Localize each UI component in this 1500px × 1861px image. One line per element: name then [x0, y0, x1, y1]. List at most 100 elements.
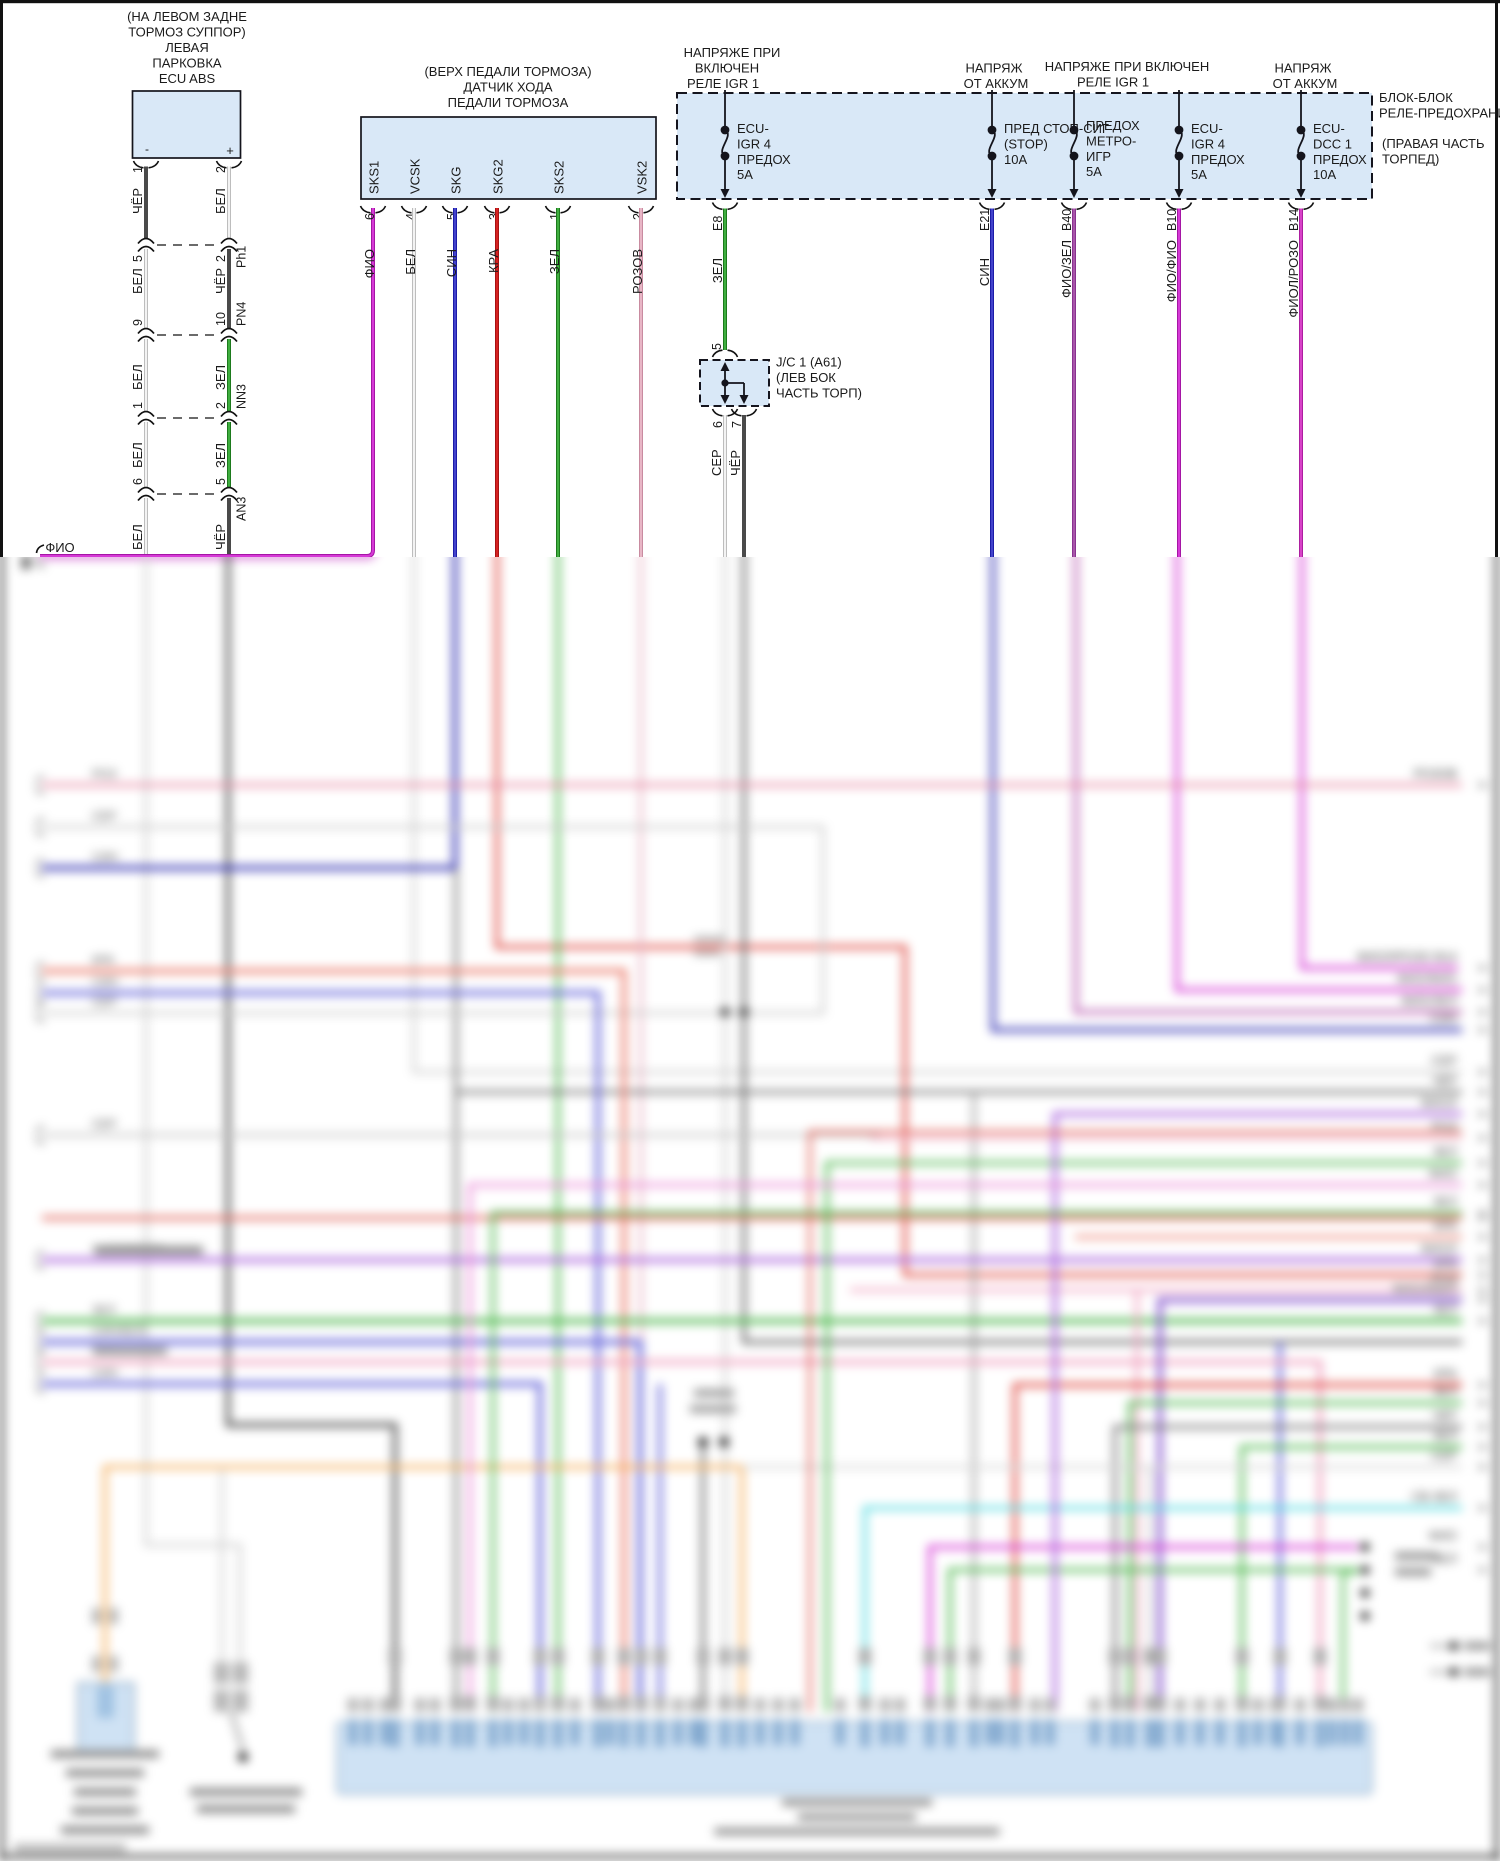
svg-text:ФИОЛ/РОЗО В14: ФИОЛ/РОЗО В14 [1357, 950, 1457, 964]
svg-text:БЕЛ: БЕЛ [130, 268, 145, 294]
svg-text:ЗЕЛ: ЗЕЛ [213, 365, 228, 390]
svg-text:2: 2 [631, 213, 645, 220]
svg-text:SKS2: SKS2 [552, 161, 567, 194]
svg-text:6: 6 [131, 478, 145, 485]
svg-text:ЗЕЛ: ЗЕЛ [1433, 1429, 1457, 1443]
svg-text:(ЛЕВ БОК: (ЛЕВ БОК [776, 370, 836, 385]
svg-text:ЗЕЛ: ЗЕЛ [710, 258, 725, 283]
svg-text:ECU-: ECU- [737, 121, 769, 136]
svg-text:СЕР: СЕР [709, 449, 724, 476]
svg-text:БЕЛ: БЕЛ [130, 442, 145, 468]
svg-text:ОТ АККУМ: ОТ АККУМ [964, 76, 1029, 91]
svg-text:НАПРЯЖ: НАПРЯЖ [1274, 61, 1331, 76]
svg-text:РЕЛЕ-ПРЕДОХРАНИ: РЕЛЕ-ПРЕДОХРАНИ [1379, 106, 1500, 121]
svg-text:ТОРМОЗ СУППОР): ТОРМОЗ СУППОР) [128, 25, 245, 40]
svg-text:B40: B40 [1060, 209, 1074, 231]
svg-text:VCSK: VCSK [408, 158, 423, 194]
svg-text:ЧАСТЬ ТОРП): ЧАСТЬ ТОРП) [776, 386, 862, 401]
svg-text:5: 5 [710, 343, 724, 350]
svg-text:МЕТРО-: МЕТРО- [1086, 133, 1136, 148]
svg-text:РОЗОВ: РОЗОВ [630, 249, 645, 294]
svg-text:5А: 5А [1191, 167, 1207, 182]
svg-text:1: 1 [131, 402, 145, 409]
svg-text:ЗЕЛ: ЗЕЛ [1433, 1145, 1457, 1159]
svg-text:ФИО: ФИО [362, 249, 377, 278]
svg-text:5: 5 [445, 213, 459, 220]
svg-text:B10: B10 [1165, 209, 1179, 231]
svg-text:ЧЁР: ЧЁР [1432, 1074, 1457, 1088]
svg-text:ПАРКОВКА: ПАРКОВКА [152, 56, 221, 71]
svg-text:СИН: СИН [977, 258, 992, 286]
svg-text:СЕР: СЕР [92, 995, 117, 1009]
svg-text:ПРЕДОХ: ПРЕДОХ [1313, 152, 1367, 167]
svg-text:ОТ АККУМ: ОТ АККУМ [1273, 76, 1338, 91]
svg-text:ЧЁР: ЧЁР [213, 524, 228, 550]
svg-text:2: 2 [214, 255, 228, 262]
svg-text:ФИОЛ: ФИОЛ [1421, 1242, 1457, 1256]
svg-text:J/C 1 (А61): J/C 1 (А61) [776, 355, 842, 370]
svg-text:БЕЛ: БЕЛ [130, 364, 145, 390]
svg-text:НАПРЯЖЕ ПРИ: НАПРЯЖЕ ПРИ [684, 45, 781, 60]
svg-text:РОЗ: РОЗ [1432, 1120, 1457, 1134]
svg-text:(STOP): (STOP) [1004, 136, 1048, 151]
svg-text:6: 6 [711, 421, 725, 428]
svg-text:ФИОЛ: ФИОЛ [1421, 1096, 1457, 1110]
svg-text:5: 5 [131, 255, 145, 262]
svg-text:СИН/БЕЛ: СИН/БЕЛ [92, 1324, 145, 1338]
svg-text:СВ-ЗЕЛ: СВ-ЗЕЛ [1411, 1490, 1457, 1504]
svg-text:IGR 4: IGR 4 [1191, 136, 1225, 151]
svg-text:3: 3 [487, 213, 501, 220]
svg-text:БЕЛ: БЕЛ [213, 188, 228, 214]
svg-text:ЧЁР: ЧЁР [130, 188, 145, 214]
svg-text:IGR 4: IGR 4 [737, 136, 771, 151]
svg-text:(НА ЛЕВОМ ЗАДНЕ: (НА ЛЕВОМ ЗАДНЕ [127, 9, 247, 24]
svg-text:КРА: КРА [1434, 1367, 1458, 1381]
svg-text:ПРЕДОХ: ПРЕДОХ [1086, 118, 1140, 133]
svg-text:РЕЛЕ IGR 1: РЕЛЕ IGR 1 [1077, 75, 1149, 90]
svg-text:5: 5 [214, 478, 228, 485]
svg-text:ЗЕЛ: ЗЕЛ [1433, 1552, 1457, 1566]
svg-text:E21: E21 [978, 209, 992, 231]
svg-text:ЗЕЛ: ЗЕЛ [213, 443, 228, 468]
svg-text:ИГР: ИГР [1086, 149, 1111, 164]
svg-text:ТОРПЕД): ТОРПЕД) [1382, 152, 1439, 167]
svg-text:ФИОЛ/БЕЛ: ФИОЛ/БЕЛ [1393, 1282, 1458, 1296]
svg-text:ФИО/ФИО: ФИО/ФИО [1164, 240, 1179, 302]
svg-text:AN3: AN3 [235, 497, 249, 521]
svg-text:ECU-: ECU- [1191, 121, 1223, 136]
svg-text:10А: 10А [1004, 152, 1027, 167]
svg-text:БЛОК-БЛОК: БЛОК-БЛОК [1379, 90, 1453, 105]
svg-text:5А: 5А [1086, 164, 1102, 179]
svg-text:БЕЛ: БЕЛ [403, 249, 418, 275]
svg-text:ФИО: ФИО [1429, 1167, 1457, 1181]
svg-text:ДАТЧИК ХОДА: ДАТЧИК ХОДА [463, 80, 552, 95]
svg-text:ЧЁР: ЧЁР [728, 450, 743, 476]
svg-text:ЧЁР: ЧЁР [1432, 1409, 1457, 1423]
svg-text:ECU-: ECU- [1313, 121, 1345, 136]
svg-text:ФИО: ФИО [45, 540, 74, 555]
svg-text:(ВЕРХ ПЕДАЛИ ТОРМОЗА): (ВЕРХ ПЕДАЛИ ТОРМОЗА) [424, 64, 591, 79]
svg-text:ЗЕЛ: ЗЕЛ [92, 1303, 115, 1317]
svg-text:ВКЛЮЧЕН: ВКЛЮЧЕН [695, 61, 759, 76]
svg-text:10А: 10А [1313, 167, 1336, 182]
svg-text:ЗЕЛ: ЗЕЛ [547, 249, 562, 274]
svg-text:SKG: SKG [449, 167, 464, 194]
svg-text:SKG2: SKG2 [491, 159, 506, 194]
svg-text:1: 1 [548, 213, 562, 220]
svg-text:СЕР: СЕР [1431, 1449, 1457, 1463]
svg-text:ПРЕДОХ: ПРЕДОХ [737, 152, 791, 167]
svg-text:1: 1 [131, 166, 145, 173]
svg-text:КРА: КРА [1434, 1219, 1458, 1233]
svg-text:6: 6 [363, 213, 377, 220]
svg-text:РОЗ: РОЗ [92, 767, 116, 781]
svg-text:E8: E8 [711, 216, 725, 231]
svg-text:NN3: NN3 [235, 384, 249, 409]
svg-text:ФИО/ЗЕЛ: ФИО/ЗЕЛ [1401, 994, 1457, 1008]
svg-text:СИН: СИН [92, 1366, 118, 1380]
svg-text:ФИО/ЗЕЛ: ФИО/ЗЕЛ [1059, 240, 1074, 298]
svg-text:КРА: КРА [92, 953, 114, 967]
svg-text:КРА: КРА [1434, 1257, 1458, 1271]
svg-text:ФИО/ФИО: ФИО/ФИО [1397, 972, 1457, 986]
svg-text:СЕР: СЕР [92, 1117, 117, 1131]
svg-text:ЛЕВАЯ: ЛЕВАЯ [165, 40, 209, 55]
